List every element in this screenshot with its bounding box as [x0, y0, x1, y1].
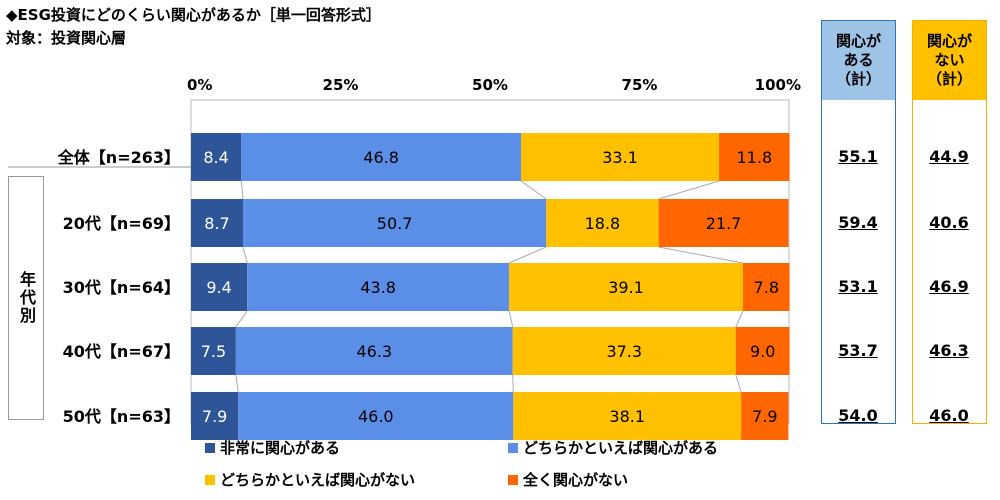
bar-segment: [238, 392, 514, 440]
series-connector-line: [735, 374, 742, 393]
category-label: 30代【n=64】: [63, 278, 180, 297]
sum-no-interest-value: 44.9: [929, 147, 969, 166]
data-label: 7.9: [752, 407, 777, 426]
sum-no-interest-value: 46.0: [929, 406, 969, 425]
data-label: 46.0: [358, 407, 394, 426]
legend-item-not-at-all: 全く関心がない: [508, 469, 628, 490]
age-group-bracket: 年代別: [8, 176, 44, 420]
x-tick-label: 100%: [755, 76, 801, 94]
data-label: 11.8: [737, 148, 773, 167]
series-connector-line: [508, 310, 514, 328]
series-connector-line: [235, 374, 239, 393]
data-label: 37.3: [606, 342, 642, 361]
sum-interest-value: 54.0: [838, 406, 878, 425]
data-label: 7.5: [201, 342, 226, 361]
sum-no-interest-header-line: ない: [934, 51, 965, 69]
bar-segment: [658, 199, 789, 247]
category-label: 全体【n=263】: [57, 148, 180, 167]
bar-segment: [741, 392, 789, 440]
chart-title: ◆ESG投資にどのくらい関心があるか［単一回答形式］: [6, 6, 381, 24]
category-label: 20代【n=69】: [63, 214, 180, 233]
x-tick-label: 0%: [187, 76, 212, 94]
legend-swatch: [205, 474, 215, 485]
sum-interest-value: 53.1: [838, 277, 878, 296]
legend-label: どちらかといえば関心がある: [523, 439, 719, 457]
bar-segment: [521, 133, 720, 181]
series-connector-line: [735, 310, 744, 328]
category-label: 40代【n=67】: [63, 342, 180, 361]
age-group-label: 年代別: [17, 271, 36, 325]
bar-segment: [719, 133, 790, 181]
data-label: 7.8: [754, 278, 779, 297]
sum-no-interest-box: [912, 20, 987, 424]
bar-segment: [241, 133, 522, 181]
series-connector-line: [242, 246, 248, 264]
bar-segment: [513, 392, 742, 440]
bar-segment: [191, 133, 242, 181]
data-label: 38.1: [609, 407, 645, 426]
data-label: 21.7: [706, 214, 742, 233]
x-tick-label: 25%: [323, 76, 359, 94]
sum-no-interest-header: 関心が ない （計）: [913, 21, 986, 100]
series-connector-line: [240, 180, 244, 200]
series-connector-line: [658, 180, 720, 200]
data-label: 7.9: [202, 407, 227, 426]
data-label: 33.1: [602, 148, 638, 167]
bar-segment: [243, 199, 547, 247]
data-label: 18.8: [585, 214, 621, 233]
bar-segment: [509, 263, 743, 311]
data-label: 8.7: [204, 214, 229, 233]
data-label: 43.8: [360, 278, 396, 297]
data-label: 9.0: [750, 342, 775, 361]
bar-segment: [191, 263, 248, 311]
legend-swatch: [508, 442, 518, 453]
sum-interest-header-line: ある: [843, 51, 874, 69]
bar-segment: [742, 263, 790, 311]
data-label: 39.1: [608, 278, 644, 297]
bar-segment: [512, 327, 736, 375]
sum-interest-header-line: 関心が: [835, 32, 881, 50]
bar-segment: [191, 392, 239, 440]
bar-segment: [191, 327, 236, 375]
series-connector-line: [512, 374, 514, 393]
bar-segment: [735, 327, 790, 375]
data-label: 50.7: [377, 214, 413, 233]
chart-subtitle: 対象：投資関心層: [6, 29, 127, 47]
data-label: 46.3: [356, 342, 392, 361]
bar-segment: [191, 199, 244, 247]
sum-interest-value: 59.4: [838, 213, 878, 232]
category-label: 50代【n=63】: [63, 407, 180, 426]
sum-no-interest-value: 46.9: [929, 277, 969, 296]
sum-interest-header-line: （計）: [835, 70, 881, 88]
legend-swatch: [508, 474, 518, 485]
sum-no-interest-header-line: 関心が: [926, 32, 972, 50]
series-connector-line: [235, 310, 248, 328]
x-tick-label: 75%: [622, 76, 658, 94]
bar-segment: [247, 263, 510, 311]
legend-label: どちらかといえば関心がない: [220, 471, 416, 489]
data-label: 46.8: [363, 148, 399, 167]
series-connector-line: [658, 246, 744, 264]
sum-interest-header: 関心が ある （計）: [822, 21, 895, 100]
sum-no-interest-value: 40.6: [929, 213, 969, 232]
data-label: 8.4: [203, 148, 228, 167]
legend-label: 全く関心がない: [523, 471, 629, 489]
legend-item-very-interested: 非常に関心がある: [205, 437, 340, 458]
sum-interest-value: 53.7: [838, 341, 878, 360]
sum-interest-value: 55.1: [838, 147, 878, 166]
series-connector-line: [520, 180, 547, 200]
data-label: 9.4: [206, 278, 231, 297]
x-tick-label: 50%: [472, 76, 508, 94]
sum-no-interest-value: 46.3: [929, 341, 969, 360]
bar-segment: [235, 327, 513, 375]
legend-item-somewhat-interested: どちらかといえば関心がある: [508, 437, 718, 458]
series-connector-line: [508, 246, 547, 264]
legend-label: 非常に関心がある: [220, 439, 341, 457]
legend-swatch: [205, 442, 215, 453]
sum-no-interest-header-line: （計）: [926, 70, 972, 88]
legend-item-somewhat-not: どちらかといえば関心がない: [205, 469, 415, 490]
bar-segment: [546, 199, 659, 247]
sum-interest-box: [821, 20, 896, 424]
